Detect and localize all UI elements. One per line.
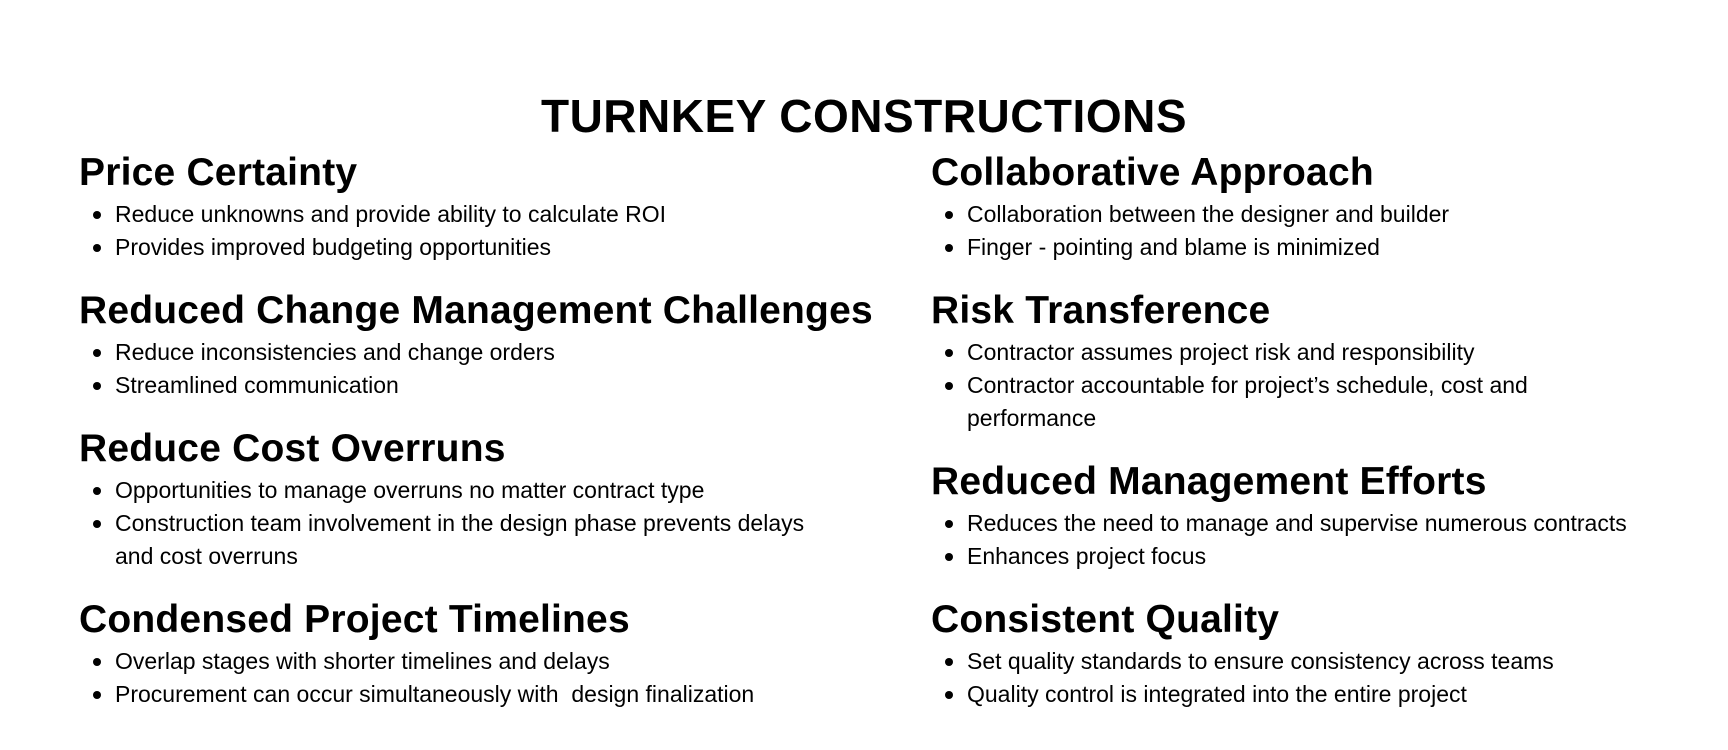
bullet-text: Finger - pointing and blame is minimized [967, 234, 1380, 260]
bullet-text: Contractor assumes project risk and resp… [967, 339, 1475, 365]
bullet-icon [93, 244, 101, 252]
bullet-text: Opportunities to manage overruns no matt… [115, 477, 705, 503]
bullet-list: Collaboration between the designer and b… [931, 198, 1711, 264]
section-price-certainty: Price Certainty Reduce unknowns and prov… [79, 150, 899, 264]
bullet-icon [93, 520, 101, 528]
bullet-icon [945, 244, 953, 252]
section-heading: Risk Transference [931, 289, 1271, 332]
section-condensed-timelines: Condensed Project Timelines Overlap stag… [79, 597, 899, 711]
list-item: Enhances project focus [931, 540, 1711, 573]
bullet-text: Collaboration between the designer and b… [967, 201, 1450, 227]
list-item: Reduce inconsistencies and change orders [79, 336, 899, 369]
list-item: Streamlined communication [79, 369, 899, 402]
bullet-text: Quality control is integrated into the e… [967, 681, 1467, 707]
bullet-list: Reduce inconsistencies and change orders… [79, 336, 899, 402]
section-heading: Condensed Project Timelines [79, 598, 630, 641]
bullet-text: Reduces the need to manage and supervise… [967, 510, 1627, 536]
bullet-icon [945, 349, 953, 357]
section-reduced-change-management: Reduced Change Management Challenges Red… [79, 288, 899, 402]
section-heading: Reduced Change Management Challenges [79, 289, 873, 332]
section-consistent-quality: Consistent Quality Set quality standards… [931, 597, 1711, 711]
section-collaborative-approach: Collaborative Approach Collaboration bet… [931, 150, 1711, 264]
bullet-icon [945, 553, 953, 561]
bullet-list: Reduce unknowns and provide ability to c… [79, 198, 899, 264]
bullet-list: Set quality standards to ensure consiste… [931, 645, 1711, 711]
list-item: Quality control is integrated into the e… [931, 678, 1711, 711]
list-item: Reduce unknowns and provide ability to c… [79, 198, 899, 231]
section-reduced-management-efforts: Reduced Management Efforts Reduces the n… [931, 459, 1711, 573]
bullet-text: Procurement can occur simultaneously wit… [115, 681, 755, 707]
bullet-list: Contractor assumes project risk and resp… [931, 336, 1711, 435]
section-heading: Price Certainty [79, 151, 358, 194]
bullet-list: Opportunities to manage overruns no matt… [79, 474, 899, 573]
bullet-icon [93, 658, 101, 666]
section-heading: Reduced Management Efforts [931, 460, 1487, 503]
bullet-text: Reduce unknowns and provide ability to c… [115, 201, 667, 227]
bullet-icon [93, 487, 101, 495]
list-item: Contractor assumes project risk and resp… [931, 336, 1711, 369]
list-item: Collaboration between the designer and b… [931, 198, 1711, 231]
bullet-icon [93, 691, 101, 699]
bullet-icon [93, 349, 101, 357]
list-item: Provides improved budgeting opportunitie… [79, 231, 899, 264]
bullet-icon [945, 520, 953, 528]
section-reduce-cost-overruns: Reduce Cost Overruns Opportunities to ma… [79, 426, 899, 573]
list-item: Construction team involvement in the des… [79, 507, 815, 573]
bullet-text: Enhances project focus [967, 543, 1207, 569]
bullet-text: Construction team involvement in the des… [115, 510, 805, 569]
section-heading: Reduce Cost Overruns [79, 427, 506, 470]
bullet-icon [93, 382, 101, 390]
right-column: Collaborative Approach Collaboration bet… [931, 150, 1711, 735]
bullet-text: Contractor accountable for project’s sch… [967, 372, 1528, 431]
section-heading: Collaborative Approach [931, 151, 1374, 194]
bullet-list: Reduces the need to manage and supervise… [931, 507, 1711, 573]
bullet-icon [93, 211, 101, 219]
list-item: Overlap stages with shorter timelines an… [79, 645, 899, 678]
bullet-icon [945, 691, 953, 699]
section-risk-transference: Risk Transference Contractor assumes pro… [931, 288, 1711, 435]
bullet-icon [945, 382, 953, 390]
list-item: Opportunities to manage overruns no matt… [79, 474, 899, 507]
bullet-text: Streamlined communication [115, 372, 399, 398]
bullet-text: Overlap stages with shorter timelines an… [115, 648, 610, 674]
section-heading: Consistent Quality [931, 598, 1280, 641]
left-column: Price Certainty Reduce unknowns and prov… [79, 150, 899, 735]
list-item: Finger - pointing and blame is minimized [931, 231, 1711, 264]
bullet-text: Set quality standards to ensure consiste… [967, 648, 1554, 674]
bullet-text: Provides improved budgeting opportunitie… [115, 234, 551, 260]
list-item: Contractor accountable for project’s sch… [931, 369, 1607, 435]
list-item: Set quality standards to ensure consiste… [931, 645, 1711, 678]
page-title: TURNKEY CONSTRUCTIONS [540, 89, 1187, 142]
bullet-icon [945, 658, 953, 666]
bullet-text: Reduce inconsistencies and change orders [115, 339, 555, 365]
list-item: Reduces the need to manage and supervise… [931, 507, 1711, 540]
bullet-list: Overlap stages with shorter timelines an… [79, 645, 899, 711]
list-item: Procurement can occur simultaneously wit… [79, 678, 899, 711]
bullet-icon [945, 211, 953, 219]
